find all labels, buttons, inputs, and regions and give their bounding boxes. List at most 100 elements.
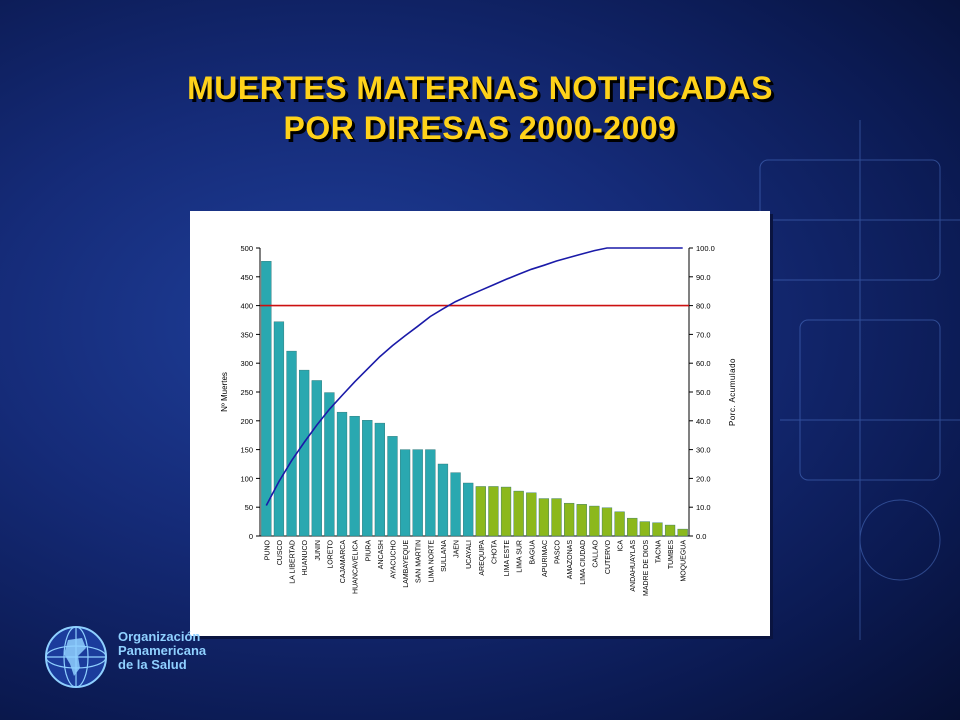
x-tick-label: ANDAHUAYLAS	[630, 540, 637, 592]
bar	[526, 492, 537, 537]
logo-line1: Organización	[118, 629, 201, 644]
background-decoration	[740, 120, 960, 640]
bar	[488, 486, 499, 537]
bar	[336, 411, 348, 537]
bar	[614, 511, 625, 537]
bar	[589, 505, 600, 537]
y-tick-label-right: 100.0	[696, 244, 715, 253]
x-tick-label: PUNO	[264, 539, 271, 560]
x-tick-label: LIMA CIUDAD	[580, 540, 587, 585]
x-tick-label: ANCASH	[378, 540, 385, 569]
bar	[286, 350, 297, 537]
y-tick-label-right: 20.0	[696, 474, 711, 483]
x-tick-label: LIMA NORTE	[428, 540, 435, 583]
y-tick-label-right: 70.0	[696, 330, 711, 339]
y-tick-label-right: 90.0	[696, 273, 711, 282]
x-tick-label: AMAZONAS	[567, 540, 574, 580]
x-tick-label: LA LIBERTAD	[290, 540, 297, 584]
slide-title: MUERTES MATERNAS NOTIFICADAS POR DIRESAS…	[0, 68, 960, 148]
y-tick-label-right: 30.0	[696, 446, 711, 455]
slide-title-line2: POR DIRESAS 2000-2009	[283, 110, 677, 146]
y-tick-label-left: 300	[240, 359, 253, 368]
bar	[437, 463, 449, 537]
x-tick-label: SAN MARTIN	[416, 540, 423, 583]
y-tick-label-right: 40.0	[696, 417, 711, 426]
y-tick-label-left: 350	[240, 330, 253, 339]
x-tick-label: CUTERVO	[605, 539, 612, 574]
y-tick-label-left: 450	[240, 273, 253, 282]
logo-line2: Panamericana	[118, 643, 207, 658]
y-tick-label-right: 0.0	[696, 532, 706, 541]
y-tick-label-left: 50	[245, 503, 253, 512]
bar	[664, 524, 676, 537]
bar	[412, 449, 423, 537]
x-tick-label: PIURA	[365, 540, 372, 562]
bar	[639, 521, 650, 537]
y-tick-label-left: 0	[249, 532, 253, 541]
x-tick-label: MADRE DE DIOS	[643, 540, 650, 596]
cumulative-line	[265, 247, 683, 506]
bar	[551, 498, 562, 537]
y-tick-label-right: 10.0	[696, 503, 711, 512]
bar	[273, 321, 285, 537]
x-tick-label: SULLANA	[441, 540, 448, 572]
x-tick-label: LAMBAYEQUE	[403, 540, 410, 588]
x-tick-label: CHOTA	[491, 540, 498, 564]
bar	[324, 392, 335, 537]
logo-text: Organización Panamericana de la Salud	[118, 630, 206, 672]
bar	[564, 502, 575, 537]
x-tick-label: JAEN	[454, 540, 461, 558]
y-tick-label-left: 400	[240, 302, 253, 311]
bar	[362, 420, 373, 537]
bar	[374, 422, 385, 537]
y-tick-label-left: 150	[240, 446, 253, 455]
x-tick-label: AREQUIPA	[479, 540, 486, 576]
x-tick-label: BAGUA	[529, 540, 536, 565]
y-tick-label-right: 50.0	[696, 388, 711, 397]
y-axis-title-right: Porc. Acumulado	[728, 358, 737, 426]
bar	[500, 486, 512, 537]
bar	[601, 507, 613, 537]
y-tick-label-left: 100	[240, 474, 253, 483]
bar	[311, 380, 322, 537]
bar	[450, 472, 461, 537]
x-tick-label: TUMBES	[668, 540, 675, 570]
bar	[349, 415, 360, 537]
y-tick-label-right: 60.0	[696, 359, 711, 368]
pareto-chart: 0 50 100 150 200 250 300 350 400 450 500 0.0 10.0 20.…	[220, 244, 737, 596]
y-tick-label-left: 250	[240, 388, 253, 397]
x-tick-label: PASCO	[555, 539, 562, 564]
x-tick-label: HUANUCO	[302, 539, 309, 575]
x-tick-label: HUANCAVELICA	[353, 540, 360, 594]
chart-panel: 0 50 100 150 200 250 300 350 400 450 500 0.0 10.0 20.…	[190, 211, 770, 636]
bar	[652, 522, 663, 537]
bar	[399, 449, 411, 537]
bar	[463, 482, 474, 537]
bar	[513, 490, 524, 537]
bar	[576, 504, 587, 537]
bar	[299, 369, 310, 537]
bar	[387, 436, 398, 537]
y-tick-label-left: 500	[240, 244, 253, 253]
logo-line3: de la Salud	[118, 657, 187, 672]
x-tick-label: AYACUCHO	[390, 539, 397, 578]
x-tick-label: CAJAMARCA	[340, 540, 347, 584]
x-tick-label: ICA	[618, 540, 625, 552]
x-tick-label: MOQUEGUA	[681, 540, 688, 582]
bar	[425, 449, 436, 537]
x-tick-label: TACNA	[655, 540, 662, 564]
x-tick-label: CALLAO	[592, 539, 599, 567]
bar	[677, 528, 688, 537]
x-tick-label: CUSCO	[277, 539, 284, 565]
globe-icon	[45, 626, 107, 688]
bar	[538, 498, 550, 537]
bar	[475, 486, 486, 537]
slide-title-line1: MUERTES MATERNAS NOTIFICADAS	[187, 70, 773, 106]
bar	[627, 517, 638, 537]
y-tick-label-left: 200	[240, 417, 253, 426]
bar	[261, 261, 272, 537]
x-tick-label: JUNIN	[315, 540, 322, 561]
x-tick-label: UCAYALI	[466, 540, 473, 569]
x-tick-label: LIMA ESTE	[504, 540, 511, 577]
x-tick-label: LORETO	[327, 539, 334, 568]
